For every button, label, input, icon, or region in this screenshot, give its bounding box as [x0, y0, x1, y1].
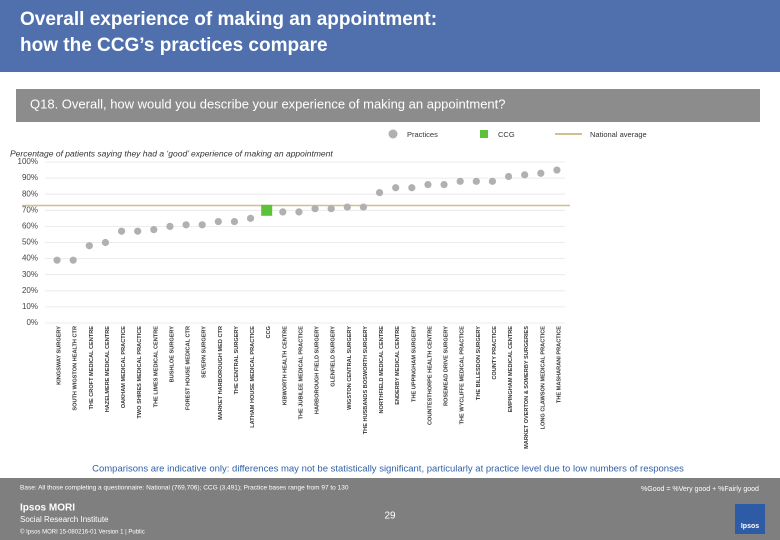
practice-dot [343, 203, 351, 211]
legend-swatch [480, 130, 488, 138]
y-tick-label: 40% [22, 254, 38, 263]
x-tick-label: TWO SHIRES MEDICAL PRACTICE [137, 326, 143, 419]
practice-dot [472, 177, 480, 185]
practice-dot [456, 177, 464, 185]
practice-dot [375, 188, 384, 197]
practice-dot [214, 217, 222, 226]
practice-dot [521, 171, 529, 179]
brand-sub: Social Research Institute [20, 515, 109, 524]
practice-dot [69, 256, 77, 264]
practice-dot [117, 227, 126, 235]
x-tick-label: SOUTH WIGSTON HEALTH CTR [73, 326, 79, 411]
x-tick-label: MARKET OVERTON & SOMERBY SURGERIES [524, 326, 530, 449]
x-tick-label: ROSEMEAD DRIVE SURGERY [444, 326, 450, 406]
practice-dot [85, 242, 93, 250]
copyright: © Ipsos MORI 15-080216-01 Version 1 | Pu… [20, 529, 145, 536]
question-band [16, 89, 760, 122]
x-tick-label: THE JUBILEE MEDICAL PRACTICE [298, 326, 304, 420]
x-tick-label: LATHAM HOUSE MEDICAL PRACTICE [250, 326, 256, 428]
base-note: Base: All those completing a questionnai… [20, 485, 349, 492]
header-band [0, 0, 780, 72]
chart-subtitle: Percentage of patients saying they had a… [10, 148, 333, 158]
y-tick-label: 80% [22, 189, 38, 198]
x-tick-label: COUNTESTHORPE HEALTH CENTRE [427, 326, 433, 425]
x-tick-label: HAZELMERE MEDICAL CENTRE [105, 326, 111, 413]
x-tick-label: FOREST HOUSE MEDICAL CTR [186, 326, 192, 410]
y-tick-label: 60% [22, 222, 38, 231]
practice-dot [246, 214, 255, 222]
page-number: 29 [384, 511, 396, 522]
legend-label: Practices [407, 130, 438, 139]
practice-dot [553, 166, 561, 174]
x-tick-label: COUNTY PRACTICE [492, 326, 498, 380]
logo: Ipsos [741, 523, 759, 530]
practice-dot [392, 184, 400, 192]
title-line: Overall experience of making an appointm… [20, 9, 437, 30]
x-tick-label: CCG [266, 326, 272, 338]
x-tick-label: OAKHAM MEDICAL PRACTICE [121, 326, 127, 409]
x-tick-label: EMPINGHAM MEDICAL CENTRE [508, 326, 514, 413]
x-tick-label: THE WYCLIFFE MEDICAL PRACTICE [460, 326, 466, 425]
practice-dot [537, 169, 545, 177]
x-tick-label: THE CROFT MEDICAL CENTRE [89, 326, 95, 410]
practice-dot [504, 172, 513, 181]
x-tick-label: MARKET HARBOROUGH MED CTR [218, 326, 224, 420]
y-tick-label: 30% [22, 270, 38, 279]
y-tick-label: 0% [26, 318, 38, 327]
brand: Ipsos MORI [20, 503, 75, 514]
x-tick-label: THE UPPINGHAM SURGERY [411, 326, 417, 402]
title-line: how the CCG’s practices compare [20, 35, 328, 56]
practice-dot [327, 205, 335, 213]
x-tick-label: SEVERN SURGERY [202, 326, 208, 378]
y-tick-label: 10% [22, 302, 38, 311]
legend-label: CCG [498, 130, 515, 139]
practice-dot [182, 221, 190, 229]
practice-dot [101, 238, 110, 247]
y-tick-label: 90% [22, 173, 38, 182]
practice-dot [359, 203, 368, 211]
y-tick-label: 70% [22, 205, 38, 214]
x-tick-label: LONG CLAWSON MEDICAL PRACTICE [540, 326, 546, 430]
x-tick-label: GLENFIELD SURGERY [331, 326, 337, 387]
definition: %Good = %Very good + %Fairly good [641, 486, 759, 493]
legend-label: National average [590, 130, 647, 139]
practice-dot [134, 227, 142, 235]
question: Q18. Overall, how would you describe you… [30, 96, 506, 111]
practice-dot [150, 226, 158, 234]
practice-dot [440, 180, 448, 189]
x-tick-label: HARBOROUGH FIELD SURGERY [315, 326, 321, 414]
y-tick-label: 20% [22, 286, 38, 295]
x-tick-label: THE BILLESDON SURGERY [476, 326, 482, 400]
x-tick-label: KIBWORTH HEALTH CENTRE [282, 326, 288, 405]
legend-swatch [388, 129, 398, 139]
x-tick-label: ENDERBY MEDICAL CENTRE [395, 326, 401, 405]
practice-dot [424, 180, 432, 189]
y-tick-label: 100% [18, 157, 38, 166]
practice-dot [488, 177, 497, 185]
x-tick-label: KINGSWAY SURGERY [57, 326, 63, 385]
x-tick-label: THE CENTRAL SURGERY [234, 326, 240, 395]
practice-dot [230, 217, 239, 226]
x-tick-label: NORTHFIELD MEDICAL CENTRE [379, 326, 385, 414]
practice-dot [198, 221, 206, 229]
y-tick-label: 50% [22, 238, 38, 247]
x-tick-label: BUSHLOE SURGERY [169, 326, 175, 383]
practice-dot [311, 205, 319, 213]
practice-dot [53, 256, 61, 264]
practice-dot [166, 222, 174, 230]
practice-dot [408, 184, 416, 192]
logo-box [735, 504, 765, 534]
practice-dot [295, 208, 303, 216]
x-tick-label: THE HUSBANDS BOSWORTH SURGERY [363, 326, 369, 435]
footer-band [0, 478, 780, 540]
x-tick-label: THE LIMES MEDICAL CENTRE [153, 326, 159, 408]
ccg-marker [261, 204, 273, 216]
footnote: Comparisons are indicative only: differe… [92, 464, 684, 475]
x-tick-label: WIGSTON CENTRAL SURGERY [347, 326, 353, 410]
x-tick-label: THE MASHARANI PRACTICE [556, 326, 562, 403]
practice-dot [279, 208, 287, 216]
